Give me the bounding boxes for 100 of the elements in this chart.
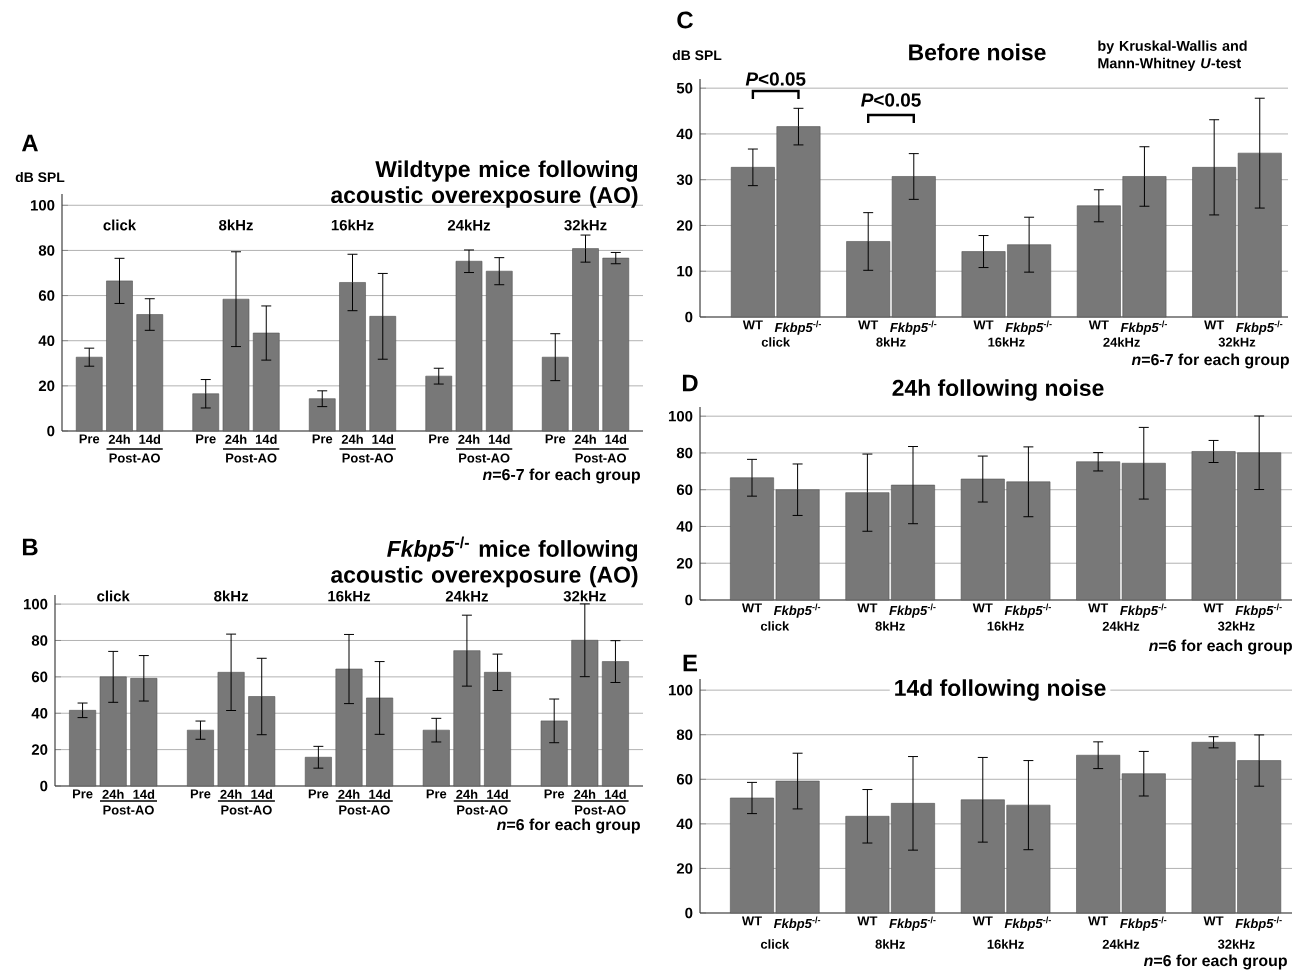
- text: by Kruskal-Wallis and Mann-Whitney U-test: [1098, 40, 1247, 72]
- y-tick-label: 60: [38, 290, 55, 301]
- x-tick-label: WT: [1203, 916, 1224, 926]
- x-tick-label: 24h: [220, 789, 242, 799]
- y-tick-label: 80: [38, 245, 55, 256]
- y-tick-label: 0: [40, 780, 48, 792]
- x-tick-label: 24h: [574, 434, 596, 444]
- x-tick-label: WT: [972, 603, 993, 613]
- y-tick-label: 0: [47, 425, 55, 437]
- x-tick-label: 14d: [605, 434, 627, 444]
- y-tick-label: 40: [676, 521, 693, 532]
- x-tick-label: WT: [741, 916, 762, 926]
- text: 24kHz: [1103, 337, 1140, 347]
- annotation: click: [103, 219, 137, 231]
- text: 32kHz: [1217, 939, 1255, 949]
- text: E: [683, 654, 698, 672]
- annotation: click: [97, 590, 130, 602]
- x-tick-label: 24h: [108, 434, 130, 444]
- x-tick-label: 14d: [488, 434, 510, 444]
- y-tick-label: 100: [23, 598, 48, 610]
- x-tick-label: Fkbp5$^{-/-}$: [1005, 320, 1052, 335]
- x-tick-label: 24h: [341, 434, 363, 444]
- text: Post-AO: [103, 805, 154, 815]
- y-tick-label: 80: [676, 729, 693, 741]
- text: n=6-7 for each group: [482, 468, 640, 484]
- x-tick-label: Fkbp5$^{-/-}$: [1004, 916, 1051, 931]
- x-tick-label: Fkbp5$^{-/-}$: [773, 603, 821, 618]
- y-tick-label: 30: [676, 174, 693, 185]
- annotation: 8kHz: [214, 590, 248, 602]
- y-axis-title: dB SPL: [672, 49, 722, 61]
- annotation: P<0.05: [861, 93, 921, 107]
- text: Post-AO: [457, 805, 508, 815]
- x-tick-label: Pre: [426, 789, 447, 799]
- annotation: P<0.05: [745, 72, 806, 86]
- x-tick-label: Pre: [545, 434, 566, 444]
- chart-title: Before noise: [909, 43, 1046, 61]
- x-tick-label: WT: [972, 916, 993, 926]
- x-tick-label: Fkbp5$^{-/-}$: [774, 320, 822, 335]
- annotation: 16kHz: [328, 590, 371, 602]
- y-tick-label: 20: [676, 220, 693, 231]
- x-tick-label: 24h: [574, 789, 596, 799]
- x-tick-label: 14d: [255, 434, 277, 444]
- y-tick-label: 60: [676, 484, 693, 496]
- x-tick-label: 24h: [456, 789, 478, 799]
- text: n=6 for each group: [1143, 954, 1287, 970]
- y-tick-label: 40: [31, 707, 48, 719]
- y-tick-label: 80: [31, 635, 48, 646]
- x-tick-label: WT: [1204, 320, 1225, 330]
- text: D: [682, 374, 698, 392]
- text: n=6-7 for each group: [1131, 353, 1289, 369]
- text: 16kHz: [987, 939, 1024, 949]
- text: click: [760, 621, 790, 631]
- x-tick-label: 14d: [605, 789, 626, 799]
- x-tick-label: Pre: [79, 434, 100, 444]
- x-tick-label: 24h: [458, 434, 480, 444]
- x-tick-label: 24h: [225, 434, 247, 444]
- x-tick-label: 24h: [338, 789, 360, 799]
- x-tick-label: 14d: [369, 789, 390, 799]
- x-tick-label: 14d: [372, 434, 394, 444]
- text: click: [761, 337, 791, 347]
- chart-title: 24h following noise: [892, 379, 1104, 401]
- text: Post-AO: [221, 805, 272, 815]
- y-tick-label: 20: [31, 744, 48, 755]
- x-tick-label: WT: [857, 916, 878, 926]
- text: 32kHz: [1217, 621, 1255, 631]
- x-tick-label: 14d: [133, 789, 155, 799]
- y-tick-label: 100: [30, 199, 55, 211]
- text: B: [22, 538, 38, 556]
- text: C: [677, 11, 694, 29]
- text: 24kHz: [1102, 621, 1140, 631]
- x-tick-label: Pre: [429, 434, 449, 444]
- text: 16kHz: [988, 337, 1025, 347]
- x-tick-label: WT: [973, 320, 994, 330]
- y-tick-label: 60: [31, 671, 48, 683]
- x-tick-label: WT: [742, 320, 763, 330]
- text: 32kHz: [1218, 337, 1256, 347]
- x-tick-label: Fkbp5$^{-/-}$: [1120, 320, 1167, 335]
- x-tick-label: 14d: [139, 434, 161, 444]
- x-tick-label: Fkbp5$^{-/-}$: [1120, 916, 1167, 931]
- y-tick-label: 50: [676, 82, 693, 94]
- x-tick-label: 24h: [102, 789, 124, 799]
- y-axis-title: dB SPL: [15, 171, 65, 183]
- x-tick-label: WT: [1088, 916, 1109, 926]
- y-tick-label: 20: [676, 557, 693, 569]
- y-tick-label: 40: [676, 818, 693, 830]
- chart-title: 14d following noise: [895, 679, 1106, 701]
- y-tick-label: 100: [668, 684, 693, 696]
- x-tick-label: Fkbp5$^{-/-}$: [1004, 603, 1051, 618]
- x-tick-label: WT: [741, 603, 762, 613]
- x-tick-label: 14d: [487, 789, 508, 799]
- y-tick-label: 100: [668, 410, 693, 422]
- text: Post-AO: [342, 453, 393, 463]
- x-tick-label: Pre: [308, 789, 329, 799]
- text: 8kHz: [875, 621, 905, 631]
- text: Post-AO: [575, 453, 626, 463]
- text: 8kHz: [876, 337, 906, 347]
- text: click: [760, 939, 790, 949]
- text: Post-AO: [459, 453, 510, 463]
- text: Post-AO: [226, 453, 277, 463]
- text: n=6 for each group: [496, 818, 640, 834]
